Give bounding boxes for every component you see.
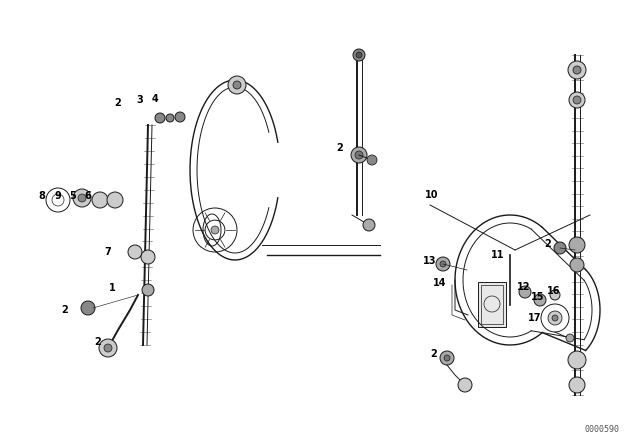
Circle shape — [351, 147, 367, 163]
Circle shape — [99, 339, 117, 357]
Circle shape — [569, 237, 585, 253]
Text: 9: 9 — [54, 191, 61, 201]
Text: 2: 2 — [95, 337, 101, 347]
Circle shape — [458, 378, 472, 392]
Text: 14: 14 — [433, 278, 447, 288]
Circle shape — [73, 189, 91, 207]
Circle shape — [573, 96, 581, 104]
Circle shape — [552, 315, 558, 321]
Circle shape — [534, 294, 546, 306]
Circle shape — [92, 192, 108, 208]
Circle shape — [128, 245, 142, 259]
Text: 16: 16 — [547, 286, 561, 296]
Text: 2: 2 — [545, 239, 552, 249]
Circle shape — [367, 155, 377, 165]
Text: 17: 17 — [528, 313, 541, 323]
Circle shape — [568, 351, 586, 369]
Text: 5: 5 — [70, 191, 76, 201]
Circle shape — [569, 377, 585, 393]
Text: 4: 4 — [152, 94, 158, 104]
Text: 2: 2 — [115, 98, 122, 108]
Circle shape — [141, 250, 155, 264]
Text: 1: 1 — [109, 283, 115, 293]
Circle shape — [355, 151, 363, 159]
Circle shape — [519, 286, 531, 298]
Text: 7: 7 — [104, 247, 111, 257]
Text: 8: 8 — [38, 191, 45, 201]
Circle shape — [175, 112, 185, 122]
Circle shape — [233, 81, 241, 89]
Text: 6: 6 — [84, 191, 92, 201]
Circle shape — [569, 92, 585, 108]
Circle shape — [554, 242, 566, 254]
Text: 15: 15 — [531, 292, 545, 302]
Circle shape — [573, 66, 581, 74]
Text: 11: 11 — [492, 250, 505, 260]
Circle shape — [104, 344, 112, 352]
Circle shape — [166, 114, 174, 122]
Circle shape — [566, 334, 574, 342]
Text: 2: 2 — [337, 143, 344, 153]
Circle shape — [568, 61, 586, 79]
Text: 0000590: 0000590 — [584, 426, 620, 435]
Circle shape — [363, 219, 375, 231]
Circle shape — [570, 258, 584, 272]
Circle shape — [356, 52, 362, 58]
Circle shape — [436, 257, 450, 271]
Circle shape — [550, 290, 560, 300]
Text: 2: 2 — [61, 305, 68, 315]
Circle shape — [107, 192, 123, 208]
Circle shape — [78, 194, 86, 202]
Bar — [481, 285, 503, 324]
Text: 3: 3 — [136, 95, 143, 105]
Circle shape — [444, 355, 450, 361]
Circle shape — [228, 76, 246, 94]
Circle shape — [440, 351, 454, 365]
Text: 12: 12 — [517, 282, 531, 292]
Circle shape — [440, 261, 446, 267]
Circle shape — [142, 284, 154, 296]
Circle shape — [211, 226, 219, 234]
Text: 10: 10 — [425, 190, 439, 200]
Circle shape — [353, 49, 365, 61]
Circle shape — [81, 301, 95, 315]
Circle shape — [548, 311, 562, 325]
Text: 13: 13 — [423, 256, 436, 266]
Text: 2: 2 — [431, 349, 437, 359]
Circle shape — [155, 113, 165, 123]
Bar — [478, 282, 506, 327]
